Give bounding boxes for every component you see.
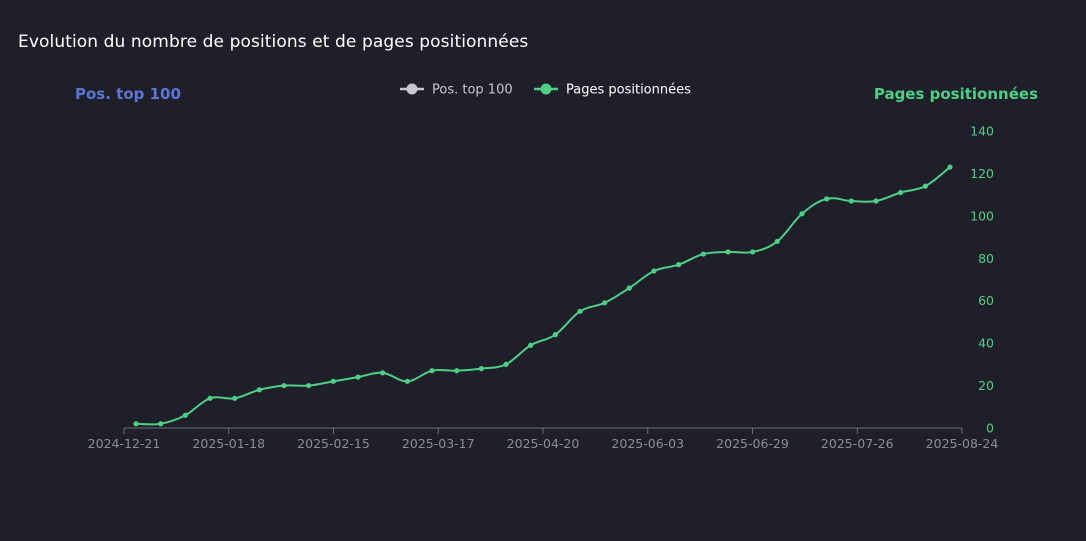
series-line-pages-positionnees [135, 166, 951, 426]
legend: Pos. top 100 Pages positionnées [400, 83, 691, 98]
data-point-pages-positionnees-32[interactable] [922, 183, 928, 189]
x-tick-label-2025-03-17: 2025-03-17 [402, 436, 475, 451]
data-point-pages-positionnees-22[interactable] [676, 262, 682, 268]
legend-item-pages-positionnees[interactable]: Pages positionnées [534, 83, 691, 98]
x-tick-label-2025-06-29: 2025-06-29 [716, 436, 789, 451]
data-point-pages-positionnees-11[interactable] [404, 378, 410, 384]
x-axis: 2024-12-21 2025-01-18 2025-02-15 2025-03-17… [88, 427, 999, 451]
data-point-pages-positionnees-14[interactable] [478, 366, 484, 372]
x-tick-label-2025-07-26: 2025-07-26 [821, 436, 894, 451]
x-tick-label-2025-08-24: 2025-08-24 [926, 436, 999, 451]
data-point-pages-positionnees-2[interactable] [182, 412, 188, 418]
data-point-pages-positionnees-8[interactable] [330, 378, 336, 384]
data-point-pages-positionnees-7[interactable] [306, 382, 312, 389]
x-tick-label-2025-04-20: 2025-04-20 [507, 436, 580, 451]
y-tick-label-20: 20 [978, 378, 994, 393]
data-point-pages-positionnees-28[interactable] [824, 196, 830, 202]
data-point-pages-positionnees-10[interactable] [380, 370, 386, 376]
legend-item-pos-top-100[interactable]: Pos. top 100 [400, 83, 513, 98]
x-tick-label-2025-01-18: 2025-01-18 [192, 436, 265, 451]
x-tick-label-2024-12-21: 2024-12-21 [88, 436, 161, 451]
data-point-pages-positionnees-0[interactable] [133, 421, 139, 427]
data-point-pages-positionnees-25[interactable] [750, 249, 756, 255]
chart-title: Evolution du nombre de positions et de p… [18, 32, 529, 52]
data-point-pages-positionnees-5[interactable] [256, 387, 262, 393]
data-point-pages-positionnees-17[interactable] [552, 332, 558, 338]
y-tick-label-100: 100 [970, 208, 994, 223]
legend-label-pos-top-100: Pos. top 100 [432, 83, 513, 98]
data-point-pages-positionnees-3[interactable] [207, 395, 213, 401]
left-axis-title: Pos. top 100 [75, 85, 181, 103]
y-tick-label-140: 140 [970, 124, 994, 139]
data-point-pages-positionnees-24[interactable] [725, 249, 731, 255]
y-tick-label-120: 120 [970, 166, 994, 181]
x-tick-label-2025-02-15: 2025-02-15 [297, 436, 370, 451]
y-tick-label-40: 40 [978, 336, 994, 351]
right-axis-title: Pages positionnées [874, 85, 1038, 103]
data-point-pages-positionnees-26[interactable] [774, 238, 780, 244]
y-tick-label-60: 60 [978, 293, 994, 308]
data-point-pages-positionnees-19[interactable] [602, 300, 608, 306]
data-point-pages-positionnees-31[interactable] [898, 189, 904, 196]
data-point-pages-positionnees-33[interactable] [947, 164, 953, 170]
data-point-pages-positionnees-1[interactable] [158, 421, 164, 427]
data-point-pages-positionnees-30[interactable] [873, 198, 879, 204]
y-tick-label-0: 0 [986, 421, 994, 436]
plot-area [133, 164, 953, 427]
data-point-pages-positionnees-27[interactable] [799, 211, 805, 217]
data-point-pages-positionnees-13[interactable] [454, 368, 460, 374]
data-point-pages-positionnees-29[interactable] [848, 198, 854, 204]
x-tick-label-2025-06-03: 2025-06-03 [611, 436, 684, 451]
y-tick-label-80: 80 [978, 251, 994, 266]
data-point-pages-positionnees-12[interactable] [429, 368, 435, 374]
data-point-pages-positionnees-21[interactable] [651, 268, 657, 274]
data-point-pages-positionnees-23[interactable] [700, 251, 706, 257]
data-point-pages-positionnees-9[interactable] [355, 374, 361, 380]
y-axis-right: 0 20 40 60 80 100 120 140 [970, 124, 994, 436]
data-point-pages-positionnees-18[interactable] [577, 308, 583, 314]
data-point-pages-positionnees-4[interactable] [232, 395, 238, 401]
data-point-pages-positionnees-6[interactable] [281, 382, 287, 389]
legend-label-pages-positionnees: Pages positionnées [566, 83, 691, 98]
data-point-pages-positionnees-15[interactable] [503, 361, 509, 367]
legend-dot-pages-positionnees [540, 83, 552, 95]
data-point-pages-positionnees-16[interactable] [528, 342, 534, 348]
legend-dot-pos-top-100 [406, 83, 418, 95]
data-point-pages-positionnees-20[interactable] [626, 285, 632, 291]
